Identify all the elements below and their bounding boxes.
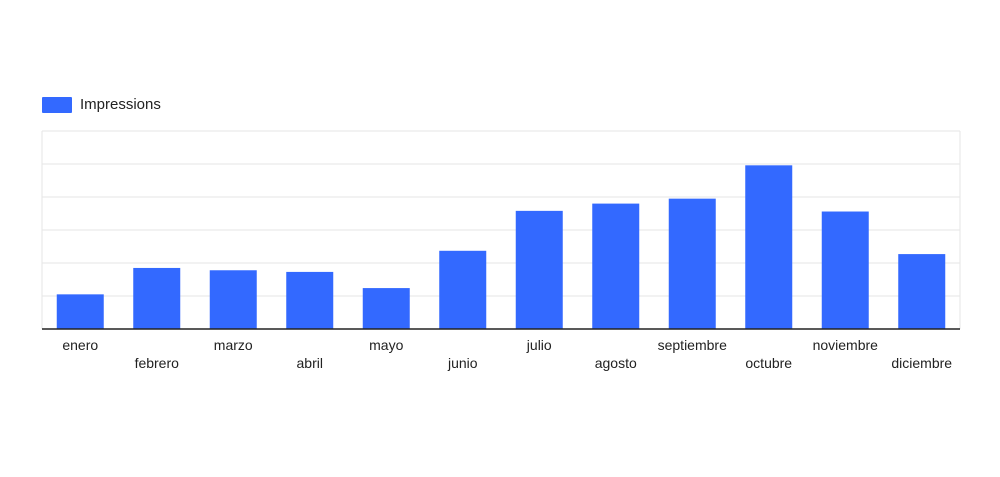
x-tick-label-agosto: agosto bbox=[595, 355, 637, 371]
bar-noviembre bbox=[821, 211, 869, 329]
x-tick-label-febrero: febrero bbox=[135, 355, 180, 371]
bar-abril bbox=[286, 271, 334, 329]
x-tick-label-octubre: octubre bbox=[745, 355, 792, 371]
legend-swatch-impressions bbox=[42, 96, 72, 113]
x-tick-label-abril: abril bbox=[297, 355, 323, 371]
bar-enero bbox=[56, 294, 104, 329]
x-tick-label-noviembre: noviembre bbox=[813, 337, 879, 353]
bar-octubre bbox=[745, 165, 793, 329]
bar-agosto bbox=[592, 203, 640, 329]
bar-septiembre bbox=[668, 198, 716, 329]
bar-junio bbox=[439, 250, 487, 329]
bar-marzo bbox=[209, 270, 257, 329]
x-tick-label-marzo: marzo bbox=[214, 337, 253, 353]
bar-diciembre bbox=[898, 254, 946, 329]
bar-mayo bbox=[362, 288, 410, 329]
legend: Impressions bbox=[42, 96, 161, 113]
x-tick-label-mayo: mayo bbox=[369, 337, 403, 353]
x-tick-label-septiembre: septiembre bbox=[658, 337, 727, 353]
x-tick-label-diciembre: diciembre bbox=[891, 355, 952, 371]
x-tick-label-julio: julio bbox=[526, 337, 552, 353]
x-tick-label-junio: junio bbox=[447, 355, 478, 371]
x-tick-label-enero: enero bbox=[62, 337, 98, 353]
bar-febrero bbox=[133, 267, 181, 329]
bar-julio bbox=[515, 210, 563, 329]
legend-label-impressions: Impressions bbox=[80, 96, 161, 113]
